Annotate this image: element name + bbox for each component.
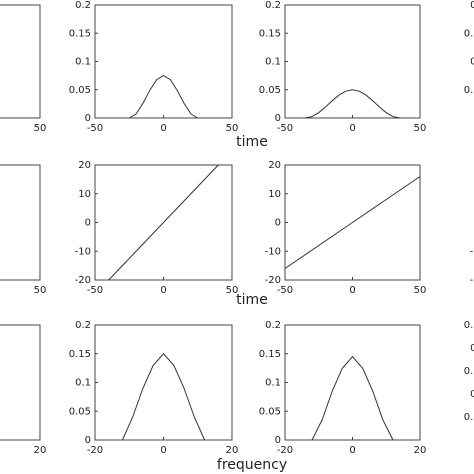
x-tick-label: -20 [87, 445, 103, 456]
y-tick-label: 0.05 [259, 85, 281, 96]
x-axis-label: time [236, 292, 268, 308]
y-tick-label: 0.2 [470, 343, 474, 354]
y-tick-label: 0.1 [75, 57, 91, 68]
plot-frame [0, 4, 41, 119]
y-tick-label: 10 [78, 189, 91, 200]
x-tick-label: 50 [34, 285, 47, 296]
data-line [305, 89, 400, 119]
plot-frame [94, 4, 233, 119]
data-line [284, 176, 421, 269]
data-line [311, 355, 394, 441]
y-tick-label: 0.15 [259, 349, 281, 360]
x-axis-label: frequency [217, 457, 287, 473]
x-tick-label: 50 [34, 123, 47, 134]
y-tick-label: 20 [268, 160, 281, 171]
x-tick-label: 0 [160, 123, 166, 134]
y-tick-label: 0.05 [464, 85, 474, 96]
x-tick-label: -50 [87, 123, 103, 134]
y-tick-label: 0.15 [464, 366, 474, 377]
x-tick-label: 0 [160, 445, 166, 456]
y-tick-label: 0 [275, 435, 281, 446]
x-tick-label: 20 [414, 445, 427, 456]
x-tick-label: -50 [87, 285, 103, 296]
y-tick-label: 0.15 [464, 28, 474, 39]
y-tick-label: 0.2 [265, 0, 281, 11]
x-tick-label: 0 [349, 445, 355, 456]
y-tick-label: -20 [75, 275, 91, 286]
y-tick-label: 0.05 [69, 85, 91, 96]
plot-frame [0, 324, 41, 441]
y-tick-label: 0.05 [259, 406, 281, 417]
plot-frame [0, 164, 41, 281]
y-tick-label: 0.05 [464, 412, 474, 423]
y-tick-label: 0.1 [265, 378, 281, 389]
y-tick-label: 0 [85, 435, 91, 446]
plot-frame [94, 324, 233, 441]
y-tick-label: 0.1 [470, 57, 474, 68]
y-tick-label: 0 [275, 218, 281, 229]
y-tick-label: 0.2 [265, 320, 281, 331]
y-tick-label: -10 [75, 246, 91, 257]
y-tick-label: -20 [265, 275, 281, 286]
y-tick-label: 0.1 [265, 57, 281, 68]
y-tick-label: 20 [78, 160, 91, 171]
y-tick-label: 10 [268, 189, 281, 200]
y-tick-label: 0 [85, 218, 91, 229]
y-tick-label: 0.15 [69, 28, 91, 39]
x-tick-label: 50 [414, 123, 427, 134]
data-line [128, 75, 199, 119]
y-tick-label: 0.1 [75, 378, 91, 389]
x-tick-label: 50 [226, 285, 239, 296]
y-tick-label: -10 [470, 246, 474, 257]
x-tick-label: 20 [226, 445, 239, 456]
x-tick-label: 0 [349, 123, 355, 134]
x-tick-label: 50 [414, 285, 427, 296]
x-tick-label: -50 [277, 285, 293, 296]
data-line [108, 164, 219, 281]
y-tick-label: 0.1 [470, 389, 474, 400]
data-line [121, 352, 206, 441]
x-tick-label: -20 [277, 445, 293, 456]
x-tick-label: 0 [160, 285, 166, 296]
y-tick-label: 0.15 [69, 349, 91, 360]
y-tick-label: -20 [470, 275, 474, 286]
y-tick-label: 0.15 [259, 28, 281, 39]
y-tick-label: 0 [85, 113, 91, 124]
y-tick-label: 0.2 [470, 0, 474, 11]
y-tick-label: 0.05 [69, 406, 91, 417]
y-tick-label: -10 [265, 246, 281, 257]
y-tick-label: 0.2 [75, 0, 91, 11]
x-tick-label: 50 [226, 123, 239, 134]
y-tick-label: 0.2 [75, 320, 91, 331]
y-tick-label: 0 [275, 113, 281, 124]
x-axis-label: time [236, 134, 268, 150]
plot-frame [284, 324, 421, 441]
y-tick-label: 0.25 [464, 320, 474, 331]
x-tick-label: 0 [349, 285, 355, 296]
x-tick-label: -50 [277, 123, 293, 134]
plot-frame [284, 4, 421, 119]
x-tick-label: 20 [34, 445, 47, 456]
